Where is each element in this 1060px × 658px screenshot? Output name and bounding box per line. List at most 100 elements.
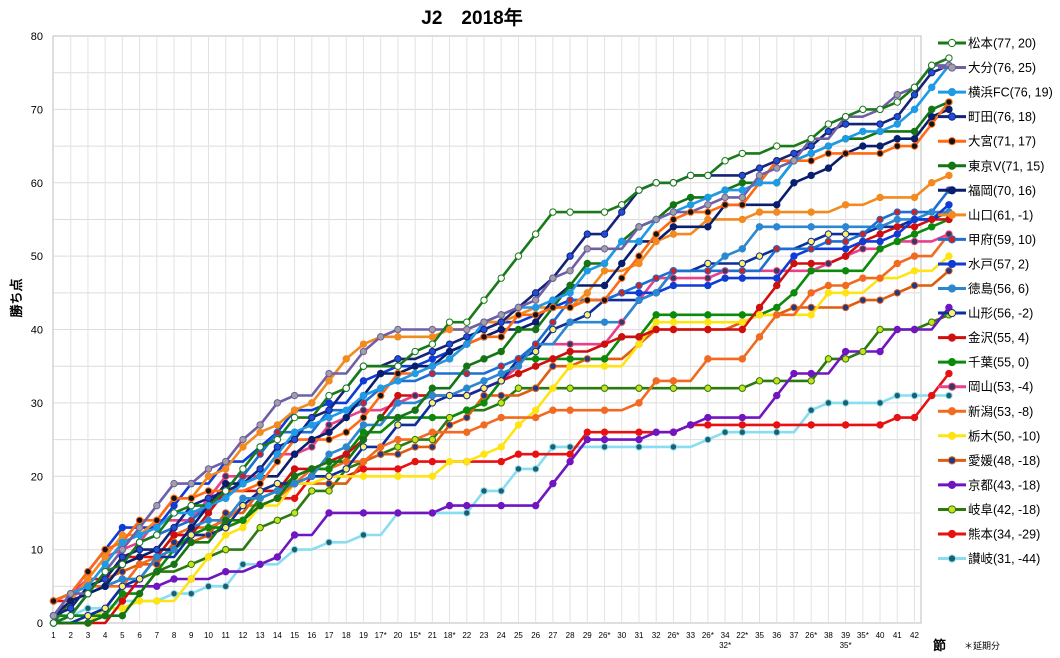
data-point: [738, 201, 746, 209]
data-point: [841, 201, 850, 209]
legend-entry: 松本(77, 20): [968, 37, 1036, 51]
data-point: [807, 421, 815, 429]
y-tick-label: 0: [37, 618, 43, 630]
data-point: [445, 413, 454, 422]
data-point: [721, 186, 729, 194]
data-point: [101, 575, 109, 583]
data-point: [583, 230, 592, 238]
data-point: [945, 391, 953, 400]
x-tick-label: 26*: [702, 631, 714, 640]
data-point: [807, 208, 815, 216]
data-point: [841, 223, 850, 231]
data-point: [394, 509, 402, 517]
data-point: [566, 362, 574, 370]
data-point: [67, 589, 75, 598]
data-point: [910, 105, 919, 114]
data-point: [600, 259, 609, 268]
data-point: [204, 494, 213, 502]
data-point: [841, 237, 850, 246]
data-point: [118, 523, 127, 532]
data-point: [635, 435, 643, 444]
data-point: [308, 421, 316, 429]
data-point: [841, 355, 850, 363]
data-point: [807, 311, 815, 319]
x-axis-label: 節: [933, 638, 946, 653]
data-point: [738, 245, 746, 253]
data-point: [704, 223, 712, 231]
data-point: [859, 274, 867, 282]
data-point: [876, 149, 884, 158]
data-point: [635, 289, 643, 297]
data-point: [738, 318, 746, 326]
data-point: [428, 472, 437, 480]
x-tick-label: 3: [86, 631, 91, 640]
data-point: [824, 142, 833, 150]
data-point: [910, 135, 919, 143]
data-point: [910, 252, 919, 260]
data-point: [463, 333, 471, 341]
data-point: [549, 318, 557, 326]
data-point: [738, 215, 746, 224]
legend-entry: 愛媛(48, -18): [968, 454, 1040, 468]
data-point: [704, 281, 712, 290]
y-axis-label: 勝ち点: [9, 278, 24, 317]
legend-swatch-marker: [947, 235, 957, 244]
data-point: [755, 333, 764, 341]
legend-swatch-marker: [947, 38, 957, 48]
data-point: [256, 560, 264, 568]
data-point: [669, 318, 678, 326]
data-point: [411, 435, 419, 444]
data-point: [463, 384, 471, 392]
data-point: [359, 347, 368, 356]
data-point: [773, 142, 781, 150]
x-tick-label: 4: [103, 631, 108, 640]
data-point: [583, 267, 592, 275]
data-point: [428, 369, 437, 378]
y-tick-label: 80: [31, 31, 43, 43]
data-point: [807, 171, 815, 180]
data-point: [514, 362, 523, 370]
x-tick-label: 34: [721, 631, 730, 640]
data-point: [118, 567, 127, 576]
data-point: [618, 318, 626, 326]
data-point: [463, 413, 471, 422]
data-point: [618, 274, 626, 282]
data-point: [308, 472, 316, 480]
data-point: [531, 406, 540, 414]
data-point: [876, 399, 884, 407]
data-point: [463, 340, 471, 348]
data-point: [480, 296, 488, 304]
data-point: [222, 479, 230, 488]
data-point: [118, 597, 127, 605]
data-point: [135, 531, 144, 539]
data-point: [876, 230, 884, 238]
x-tick-label: 14: [273, 631, 282, 640]
data-point: [411, 457, 419, 466]
data-point: [704, 318, 712, 326]
data-point: [635, 252, 643, 260]
data-point: [445, 340, 454, 348]
data-point: [738, 355, 746, 363]
legend-entry: 大分(76, 25): [968, 61, 1036, 75]
data-point: [497, 391, 505, 400]
data-point: [273, 435, 282, 444]
data-point: [325, 450, 333, 458]
data-point: [893, 98, 901, 106]
data-point: [514, 252, 523, 260]
data-point: [704, 325, 712, 334]
x-tick-label: 2: [68, 631, 73, 640]
data-point: [738, 259, 746, 268]
data-point: [807, 149, 815, 158]
data-point: [308, 399, 316, 407]
data-point: [738, 428, 746, 436]
data-point: [824, 127, 833, 136]
data-point: [394, 443, 402, 451]
data-point: [721, 201, 729, 209]
data-point: [910, 325, 919, 334]
data-point: [118, 538, 127, 546]
data-point: [273, 421, 282, 429]
data-point: [514, 421, 523, 429]
data-point: [824, 149, 833, 158]
data-point: [600, 245, 609, 253]
